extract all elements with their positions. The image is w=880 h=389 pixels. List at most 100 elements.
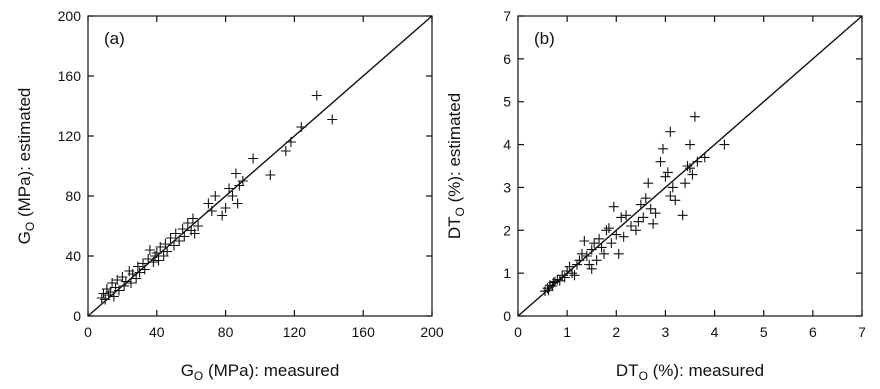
plot-frame bbox=[87, 15, 433, 317]
data-point bbox=[108, 291, 119, 302]
data-point bbox=[581, 251, 592, 261]
data-point bbox=[265, 170, 276, 180]
x-tick-label: 3 bbox=[662, 324, 670, 340]
y-tick-label: 6 bbox=[503, 51, 511, 67]
data-point bbox=[552, 274, 563, 285]
y-tick-label: 0 bbox=[73, 308, 81, 324]
data-point bbox=[665, 126, 676, 137]
data-point bbox=[230, 168, 241, 179]
x-tick-label: 1 bbox=[563, 324, 571, 340]
x-tick-label: 7 bbox=[858, 324, 866, 340]
data-point bbox=[657, 143, 668, 154]
data-point bbox=[611, 229, 622, 240]
data-point bbox=[151, 248, 162, 258]
data-point bbox=[179, 231, 190, 242]
data-point bbox=[193, 221, 204, 231]
y-axis-title-main: DT bbox=[445, 216, 464, 239]
y-axis-title-subscript: O bbox=[23, 222, 37, 231]
data-point bbox=[586, 263, 597, 274]
data-point bbox=[596, 242, 607, 253]
reference-line-y-equals-x bbox=[87, 15, 433, 317]
data-point bbox=[606, 238, 617, 249]
data-point bbox=[138, 258, 149, 269]
data-point bbox=[126, 278, 136, 288]
x-tick-label: 160 bbox=[352, 324, 376, 340]
data-point bbox=[280, 146, 291, 156]
data-point bbox=[594, 233, 605, 244]
data-point bbox=[132, 261, 143, 272]
data-point bbox=[608, 201, 619, 212]
data-point bbox=[311, 90, 322, 101]
data-point bbox=[153, 255, 164, 266]
data-point bbox=[574, 255, 585, 266]
data-point bbox=[144, 245, 155, 255]
data-point bbox=[227, 191, 238, 201]
data-point bbox=[655, 156, 666, 167]
data-point bbox=[119, 281, 130, 291]
data-point bbox=[670, 195, 681, 206]
data-point bbox=[603, 223, 614, 234]
data-point bbox=[682, 161, 693, 171]
data-point bbox=[169, 240, 179, 251]
data-point bbox=[591, 255, 602, 266]
panel-label: (a) bbox=[104, 29, 125, 48]
data-point bbox=[210, 191, 221, 201]
x-tick-label: 0 bbox=[84, 324, 92, 340]
data-point bbox=[589, 238, 600, 249]
y-tick-label: 40 bbox=[65, 248, 81, 264]
data-point bbox=[601, 225, 612, 236]
data-point bbox=[177, 224, 188, 234]
data-point bbox=[579, 236, 590, 246]
data-point bbox=[699, 152, 710, 163]
data-point bbox=[660, 171, 671, 182]
data-point bbox=[113, 285, 124, 296]
data-point bbox=[139, 264, 150, 275]
data-point bbox=[630, 225, 641, 236]
data-point bbox=[182, 218, 193, 228]
data-point bbox=[640, 193, 651, 204]
data-point bbox=[685, 163, 695, 174]
data-point bbox=[621, 210, 632, 221]
y-tick-label: 3 bbox=[503, 179, 511, 195]
data-point bbox=[667, 182, 678, 193]
data-point bbox=[719, 139, 730, 150]
y-tick-label: 200 bbox=[58, 8, 82, 24]
data-point bbox=[635, 199, 646, 210]
data-point bbox=[203, 198, 214, 209]
y-axis-title: GO (MPa): estimated bbox=[15, 88, 37, 245]
data-point bbox=[557, 270, 568, 281]
y-axis-title-main: G bbox=[15, 231, 34, 244]
y-tick-label: 4 bbox=[503, 137, 511, 153]
data-point bbox=[217, 210, 228, 221]
data-point bbox=[584, 259, 595, 270]
data-point bbox=[633, 216, 644, 227]
data-point bbox=[543, 285, 554, 296]
y-tick-label: 5 bbox=[503, 94, 511, 110]
data-point bbox=[134, 267, 145, 278]
data-point bbox=[220, 203, 231, 213]
data-point bbox=[174, 236, 185, 246]
data-point bbox=[618, 231, 629, 242]
data-point bbox=[562, 266, 573, 276]
x-axis-title-rest: (%): measured bbox=[648, 361, 764, 380]
data-point bbox=[569, 270, 580, 281]
x-axis-title-rest: (MPa): measured bbox=[203, 361, 339, 380]
y-axis-title-rest: (%): estimated bbox=[445, 93, 464, 207]
data-point bbox=[237, 176, 248, 186]
data-point bbox=[638, 212, 649, 223]
data-point bbox=[112, 275, 123, 285]
data-point bbox=[692, 156, 703, 167]
data-point bbox=[677, 210, 688, 221]
data-point bbox=[327, 114, 338, 125]
data-point bbox=[232, 198, 243, 209]
y-axis-title-rest: (MPa): estimated bbox=[15, 88, 34, 222]
data-point bbox=[120, 276, 131, 287]
x-tick-label: 2 bbox=[612, 324, 620, 340]
data-point bbox=[567, 268, 578, 279]
y-tick-label: 0 bbox=[503, 308, 511, 324]
data-point bbox=[285, 137, 296, 147]
data-point bbox=[599, 248, 609, 259]
data-point bbox=[689, 111, 700, 122]
